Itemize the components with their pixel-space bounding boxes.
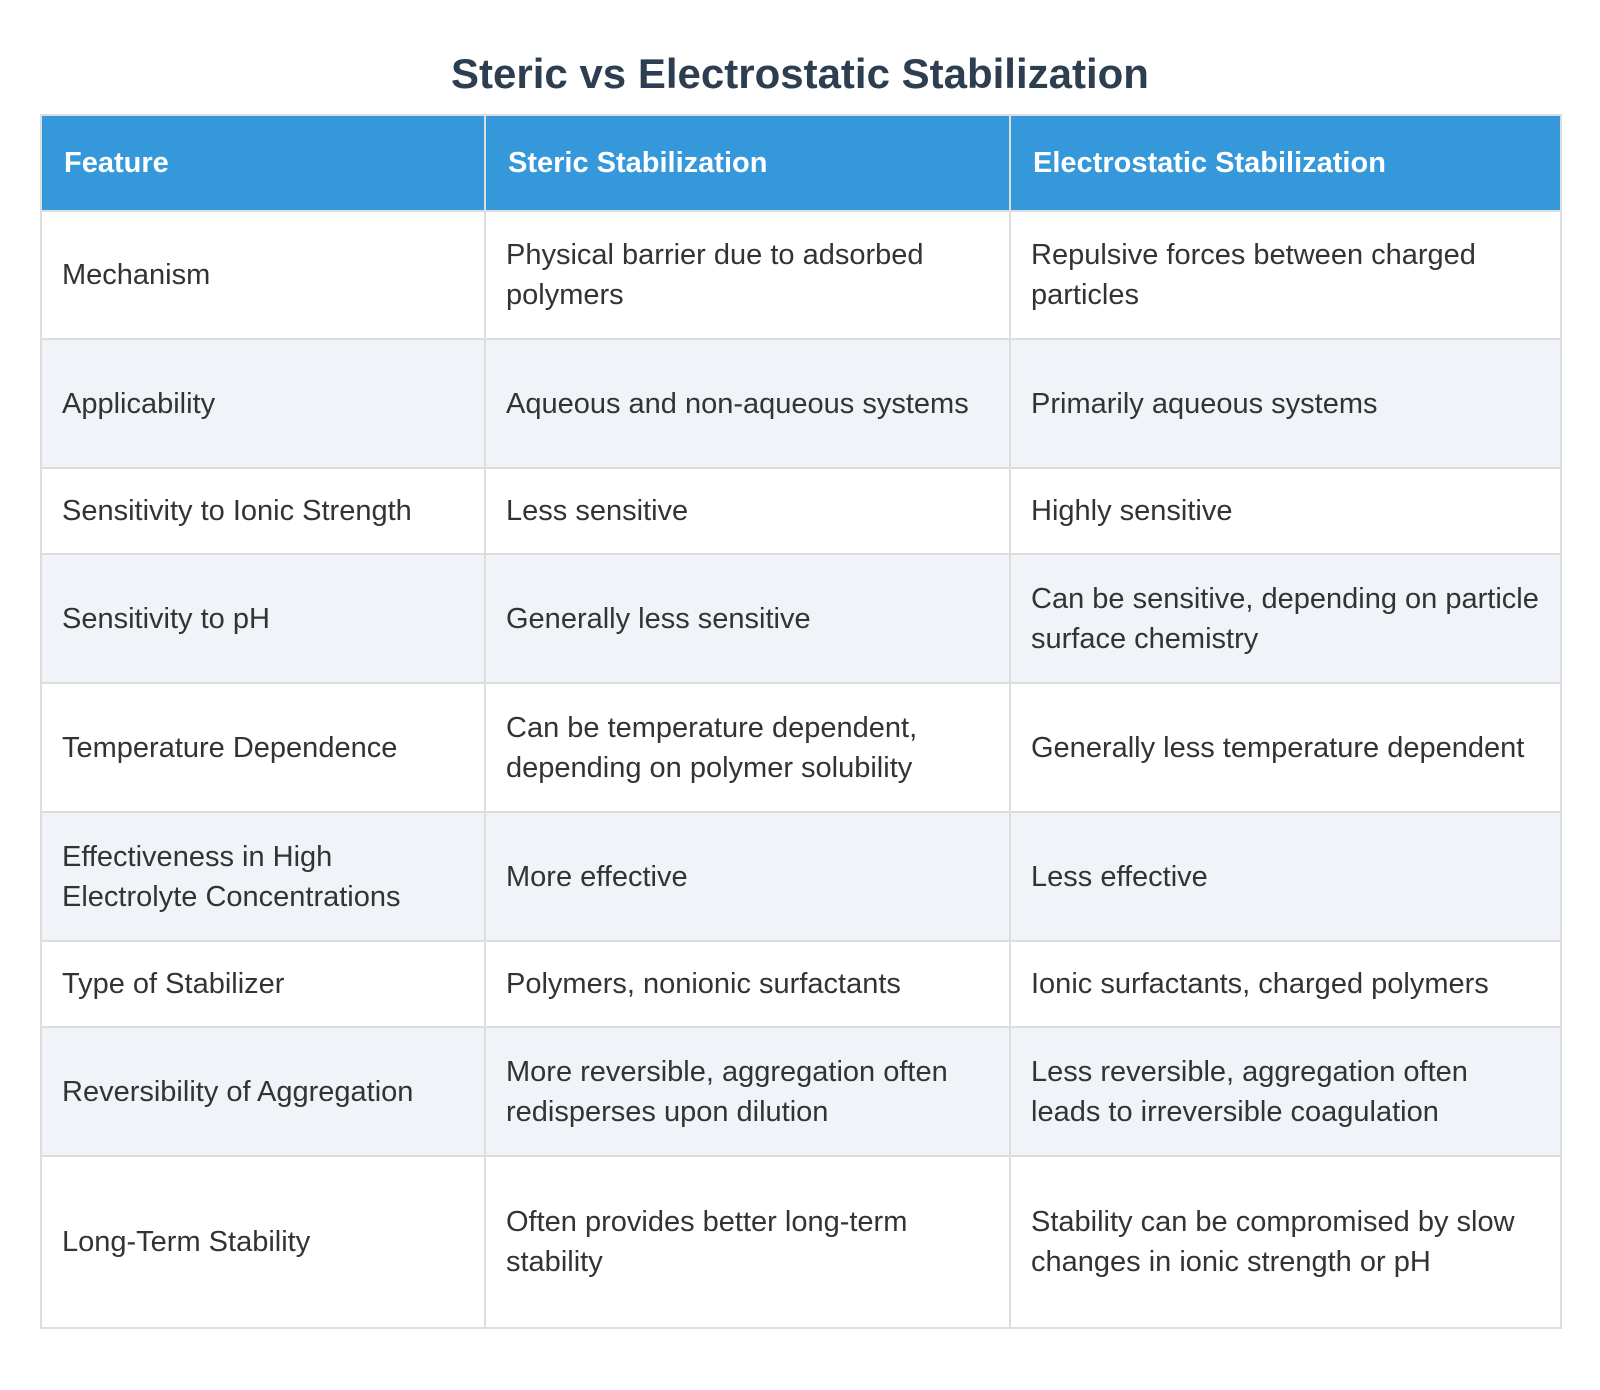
header-steric: Steric Stabilization — [484, 114, 1011, 212]
cell-steric: Polymers, nonionic surfactants — [484, 940, 1011, 1028]
cell-steric: Often provides better long-term stabilit… — [484, 1155, 1011, 1329]
cell-electrostatic: Primarily aqueous systems — [1009, 338, 1562, 469]
cell-feature: Reversibility of Aggregation — [40, 1026, 486, 1157]
cell-feature: Sensitivity to pH — [40, 553, 486, 684]
table-header-row: Feature Steric Stabilization Electrostat… — [40, 114, 1562, 212]
cell-electrostatic: Repulsive forces between charged particl… — [1009, 210, 1562, 340]
cell-steric: Generally less sensitive — [484, 553, 1011, 684]
cell-steric: More effective — [484, 811, 1011, 942]
table-row: Applicability Aqueous and non-aqueous sy… — [40, 338, 1562, 469]
table-row: Effectiveness in High Electrolyte Concen… — [40, 811, 1562, 942]
cell-feature: Applicability — [40, 338, 486, 469]
cell-steric: Less sensitive — [484, 467, 1011, 555]
table-row: Temperature Dependence Can be temperatur… — [40, 682, 1562, 813]
cell-steric: Can be temperature dependent, depending … — [484, 682, 1011, 813]
cell-electrostatic: Can be sensitive, depending on particle … — [1009, 553, 1562, 684]
table-row: Long-Term Stability Often provides bette… — [40, 1155, 1562, 1329]
cell-electrostatic: Stability can be compromised by slow cha… — [1009, 1155, 1562, 1329]
cell-electrostatic: Less reversible, aggregation often leads… — [1009, 1026, 1562, 1157]
cell-electrostatic: Generally less temperature dependent — [1009, 682, 1562, 813]
table-row: Sensitivity to pH Generally less sensiti… — [40, 553, 1562, 684]
cell-feature: Mechanism — [40, 210, 486, 340]
cell-electrostatic: Ionic surfactants, charged polymers — [1009, 940, 1562, 1028]
cell-feature: Effectiveness in High Electrolyte Concen… — [40, 811, 486, 942]
cell-steric: Aqueous and non-aqueous systems — [484, 338, 1011, 469]
table-row: Sensitivity to Ionic Strength Less sensi… — [40, 467, 1562, 555]
table-row: Type of Stabilizer Polymers, nonionic su… — [40, 940, 1562, 1028]
cell-steric: Physical barrier due to adsorbed polymer… — [484, 210, 1011, 340]
cell-feature: Long-Term Stability — [40, 1155, 486, 1329]
cell-feature: Type of Stabilizer — [40, 940, 486, 1028]
cell-electrostatic: Highly sensitive — [1009, 467, 1562, 555]
table-row: Mechanism Physical barrier due to adsorb… — [40, 210, 1562, 340]
cell-feature: Sensitivity to Ionic Strength — [40, 467, 486, 555]
page-title: Steric vs Electrostatic Stabilization — [451, 50, 1149, 97]
cell-feature: Temperature Dependence — [40, 682, 486, 813]
header-feature: Feature — [40, 114, 486, 212]
table-row: Reversibility of Aggregation More revers… — [40, 1026, 1562, 1157]
comparison-table: Feature Steric Stabilization Electrostat… — [40, 114, 1562, 1329]
cell-steric: More reversible, aggregation often redis… — [484, 1026, 1011, 1157]
cell-electrostatic: Less effective — [1009, 811, 1562, 942]
header-electrostatic: Electrostatic Stabilization — [1009, 114, 1562, 212]
